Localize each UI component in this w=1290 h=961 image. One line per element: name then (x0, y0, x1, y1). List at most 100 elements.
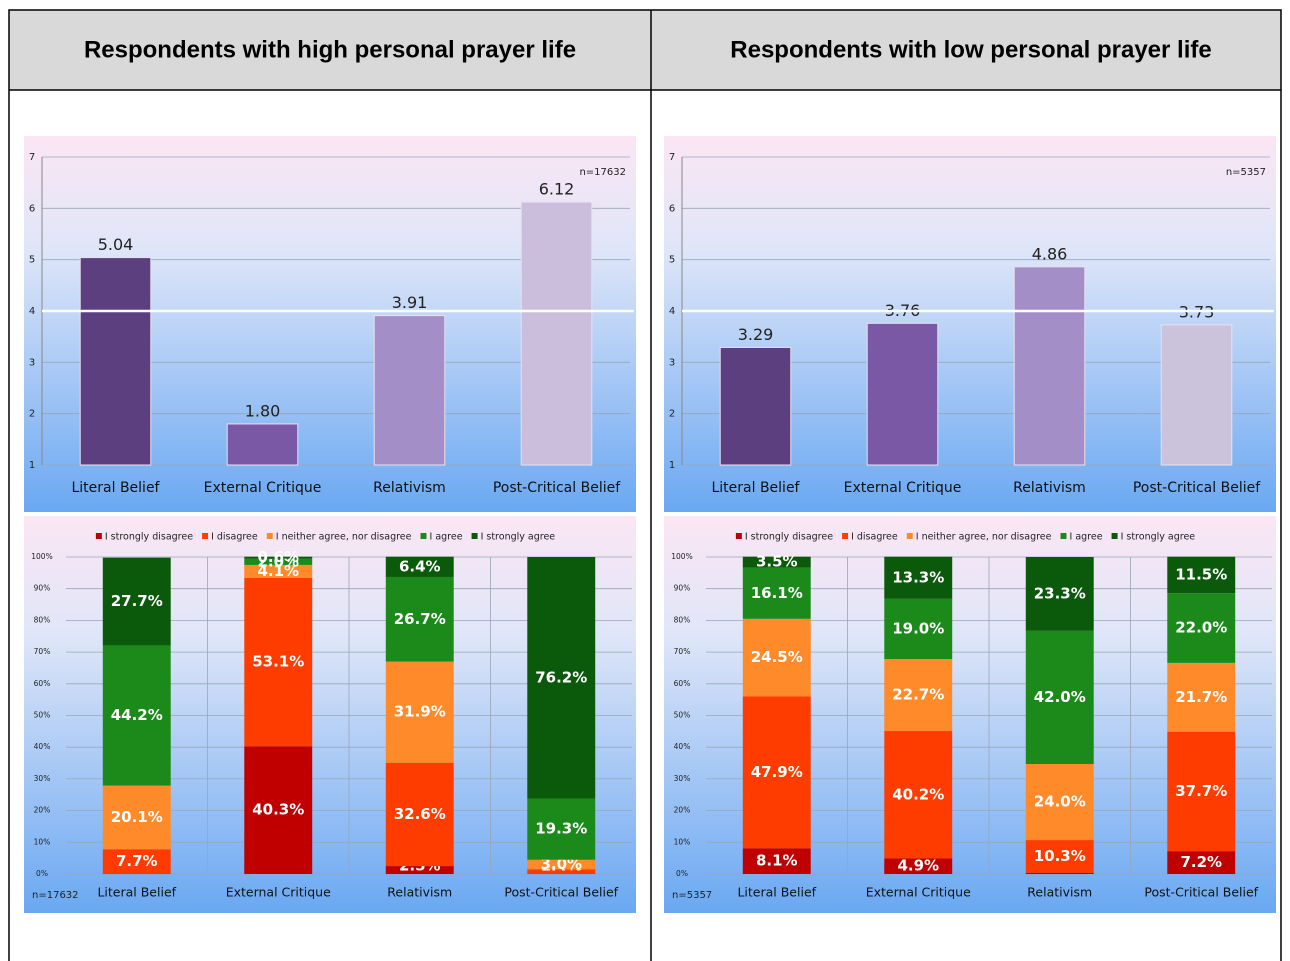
y-tick-label: 4 (29, 306, 35, 317)
bar-segment (742, 618, 811, 697)
legend-label: I strongly disagree (105, 532, 193, 543)
value-label: 27.7% (111, 592, 163, 610)
bar-segment (884, 598, 953, 660)
bar-segment (742, 848, 811, 874)
bar-segment (1167, 593, 1236, 663)
bar-segment (884, 858, 953, 874)
value-label: 42.0% (1034, 688, 1086, 706)
value-label: 23.3% (1034, 584, 1086, 602)
value-label: 21.7% (1175, 688, 1227, 706)
bar-segment (385, 661, 454, 763)
legend-swatch (842, 533, 849, 539)
legend-swatch (420, 533, 427, 539)
column-header: Respondents with low personal prayer lif… (730, 36, 1211, 63)
value-label: 3.5% (756, 553, 798, 571)
value-label: 40.2% (892, 785, 944, 803)
bar-segment (527, 557, 596, 799)
bar-segment (1025, 630, 1094, 765)
value-label: 24.0% (1034, 793, 1086, 811)
legend-swatch (471, 533, 478, 539)
bar-segment (244, 577, 313, 747)
bar-segment (742, 567, 811, 619)
bar-segment (527, 859, 596, 870)
x-tick-label: Literal Belief (71, 480, 160, 496)
bar-segment (1167, 851, 1236, 874)
value-label: 16.1% (751, 584, 803, 602)
value-label: 11.5% (1175, 565, 1227, 583)
bar (719, 346, 792, 466)
x-tick-label: Literal Belief (97, 885, 176, 900)
bar-segment (385, 762, 454, 867)
value-label: 40.3% (252, 801, 304, 819)
value-label: 0.6% (257, 548, 299, 566)
y-tick-label: 40% (674, 742, 691, 751)
value-label: 4.86 (1032, 244, 1068, 263)
column-header: Respondents with high personal prayer li… (84, 36, 576, 63)
y-tick-label: 6 (29, 203, 35, 214)
annotation: n=5357 (1226, 167, 1266, 178)
value-label: 20.1% (111, 808, 163, 826)
value-label: 13.3% (892, 568, 944, 586)
y-tick-label: 40% (34, 742, 51, 751)
chart: 0%10%20%30%40%50%60%70%80%90%100%0.1%7.7… (24, 516, 636, 913)
value-label: 22.0% (1175, 619, 1227, 637)
bar-segment (884, 731, 953, 859)
y-tick-label: 100% (31, 552, 52, 561)
y-tick-label: 90% (34, 584, 51, 593)
legend-label: I disagree (851, 532, 898, 543)
bar-segment (1167, 731, 1236, 852)
bar-segment (527, 869, 596, 874)
legend-swatch (1111, 533, 1118, 539)
value-label: 53.1% (252, 653, 304, 671)
y-tick-label: 60% (34, 679, 51, 688)
legend-swatch (266, 533, 273, 539)
x-tick-label: Post-Critical Belief (504, 885, 618, 900)
bar-segment (1025, 764, 1094, 841)
bar (1160, 324, 1233, 466)
bar-segment (742, 696, 811, 849)
legend-label: I disagree (211, 532, 258, 543)
header-row (9, 10, 1281, 90)
chart: 0% 10% 20% 30% 40% 50% 60% 70% 80% 90% 100% 8.1% 47.… (664, 516, 1276, 913)
x-tick-label: External Critique (844, 480, 962, 496)
bar-segment (1167, 556, 1236, 594)
bar-segment (385, 576, 454, 662)
bar-segment (1025, 557, 1094, 631)
value-label: 3.29 (738, 325, 774, 344)
value-label: 19.3% (535, 820, 587, 838)
y-tick-label: 10% (34, 837, 51, 846)
bar (520, 201, 593, 466)
bar-segment (244, 564, 313, 578)
y-tick-label: 4 (669, 306, 675, 317)
legend-label: I agree (1070, 532, 1103, 543)
bar-segment (244, 746, 313, 874)
y-tick-label: 70% (34, 647, 51, 656)
legend-swatch (735, 533, 742, 539)
value-label: 8.1% (756, 852, 798, 870)
value-label: 32.6% (394, 805, 446, 823)
y-tick-label: 7 (669, 152, 675, 163)
y-tick-label: 2 (29, 409, 35, 420)
legend-label: I agree (430, 532, 463, 543)
x-tick-label: External Critique (866, 885, 971, 900)
value-label: 4.1% (257, 562, 299, 580)
x-tick-label: Relativism (387, 885, 452, 900)
y-tick-label: 1 (669, 460, 675, 471)
x-tick-label: Literal Belief (737, 885, 816, 900)
legend-label: I neither agree, nor disagree (916, 532, 1052, 543)
annotation: n=17632 (32, 890, 79, 901)
value-label: 6.12 (539, 180, 575, 199)
legend: I strongly disagree I disagree I neither a… (95, 532, 556, 543)
bar (373, 315, 446, 466)
y-tick-label: 3 (669, 357, 675, 368)
y-tick-label: 30% (674, 774, 691, 783)
legend-label: I strongly agree (481, 532, 556, 543)
x-tick-label: External Critique (204, 480, 322, 496)
y-tick-label: 70% (674, 647, 691, 656)
legend-swatch (1060, 533, 1067, 539)
value-label: 5.04 (98, 235, 134, 254)
y-tick-label: 1 (29, 460, 35, 471)
y-tick-label: 60% (674, 679, 691, 688)
bar-segment (884, 659, 953, 732)
y-tick-label: 5 (29, 255, 35, 266)
